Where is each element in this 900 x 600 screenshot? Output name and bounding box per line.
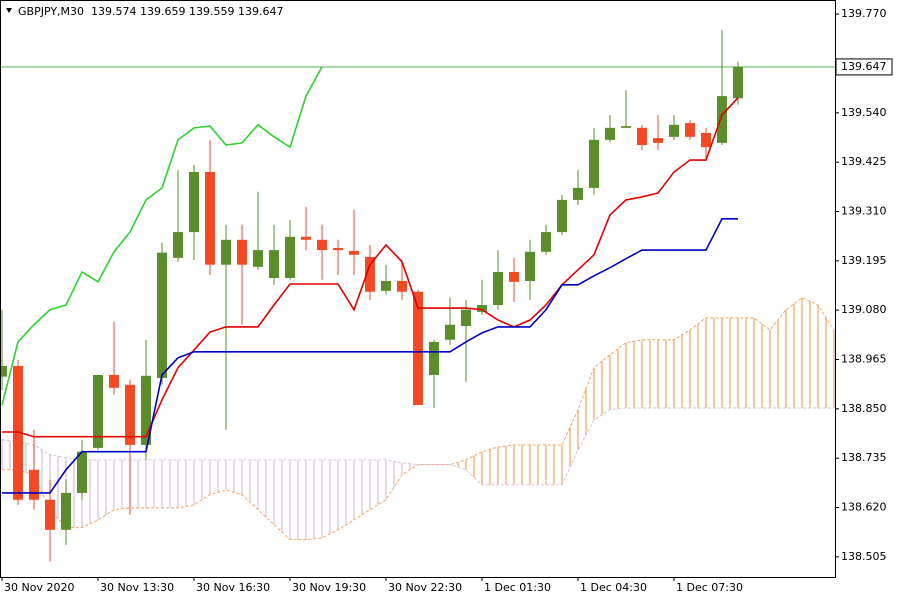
x-tick-label: 30 Nov 16:30 bbox=[196, 581, 270, 594]
candle-body bbox=[701, 132, 711, 148]
x-tick-label: 30 Nov 13:30 bbox=[100, 581, 174, 594]
candle-body bbox=[285, 236, 295, 278]
candle-body bbox=[509, 271, 519, 282]
candle-body bbox=[365, 256, 375, 292]
candle-body bbox=[349, 250, 359, 255]
candle-body bbox=[0, 365, 7, 377]
y-tick-label: 139.080 bbox=[841, 303, 887, 316]
x-tick-label: 1 Dec 01:30 bbox=[484, 581, 551, 594]
x-tick-label: 30 Nov 22:30 bbox=[388, 581, 462, 594]
y-tick-label: 138.965 bbox=[841, 352, 887, 365]
candle-body bbox=[61, 492, 71, 530]
candle-body bbox=[557, 199, 567, 233]
candle-body bbox=[589, 139, 599, 188]
x-tick-label: 1 Dec 07:30 bbox=[676, 581, 743, 594]
candle-body bbox=[637, 127, 647, 146]
candle-body bbox=[413, 291, 423, 405]
candle-body bbox=[653, 138, 663, 143]
y-tick-label: 138.735 bbox=[841, 451, 887, 464]
candle-body bbox=[317, 239, 327, 251]
candle-body bbox=[301, 236, 311, 240]
candle-body bbox=[29, 469, 39, 500]
candle-body bbox=[573, 187, 583, 200]
y-tick-label: 139.310 bbox=[841, 204, 887, 217]
candle-body bbox=[141, 375, 151, 445]
candle-body bbox=[157, 252, 167, 378]
candle-body bbox=[333, 247, 343, 251]
bid-label-box bbox=[835, 58, 893, 76]
candle-body bbox=[77, 451, 87, 493]
candle-body bbox=[525, 251, 535, 281]
candle-body bbox=[461, 309, 471, 327]
plot-area bbox=[0, 30, 835, 562]
y-tick-label: 138.505 bbox=[841, 550, 887, 563]
indicator-line bbox=[1, 66, 323, 406]
y-tick-label: 139.540 bbox=[841, 106, 887, 119]
menu-arrow[interactable] bbox=[6, 8, 12, 13]
candle-body bbox=[189, 172, 199, 233]
x-tick-label: 30 Nov 19:30 bbox=[292, 581, 366, 594]
x-tick-label: 30 Nov 2020 bbox=[4, 581, 74, 594]
y-tick-label: 138.620 bbox=[841, 501, 887, 514]
candle-body bbox=[269, 250, 279, 278]
candle-body bbox=[13, 365, 23, 500]
candle-body bbox=[541, 232, 551, 252]
y-tick-label: 139.425 bbox=[841, 155, 887, 168]
candle-body bbox=[253, 250, 263, 267]
candle-body bbox=[605, 127, 615, 140]
candle-body bbox=[125, 384, 135, 445]
candle-body bbox=[381, 280, 391, 291]
candle-body bbox=[717, 96, 727, 143]
candle-body bbox=[493, 271, 503, 306]
candle-body bbox=[205, 172, 215, 265]
candle-body bbox=[669, 124, 679, 137]
x-tick-label: 1 Dec 04:30 bbox=[580, 581, 647, 594]
y-tick-label: 139.770 bbox=[841, 7, 887, 20]
candle-body bbox=[445, 324, 455, 340]
candle-body bbox=[237, 239, 247, 265]
plot-frame bbox=[0, 0, 836, 578]
candle-body bbox=[685, 123, 695, 137]
candle-body bbox=[93, 374, 103, 448]
candle-body bbox=[621, 126, 631, 128]
candle-body bbox=[109, 374, 119, 388]
y-tick-label: 139.195 bbox=[841, 254, 887, 267]
candle-body bbox=[221, 239, 231, 265]
indicator-line bbox=[2, 217, 738, 494]
candle-body bbox=[173, 232, 183, 258]
indicator-line bbox=[2, 97, 739, 438]
candle-body bbox=[733, 66, 743, 99]
chart-title: GBPJPY,M30 139.574 139.659 139.559 139.6… bbox=[18, 5, 283, 18]
y-tick-label: 138.850 bbox=[841, 402, 887, 415]
bid-label: 139.647 bbox=[841, 60, 887, 73]
candle-body bbox=[45, 499, 55, 530]
candle-body bbox=[429, 341, 439, 375]
span-b bbox=[1, 407, 834, 486]
candle-body bbox=[477, 305, 487, 312]
candle-body bbox=[397, 280, 407, 292]
